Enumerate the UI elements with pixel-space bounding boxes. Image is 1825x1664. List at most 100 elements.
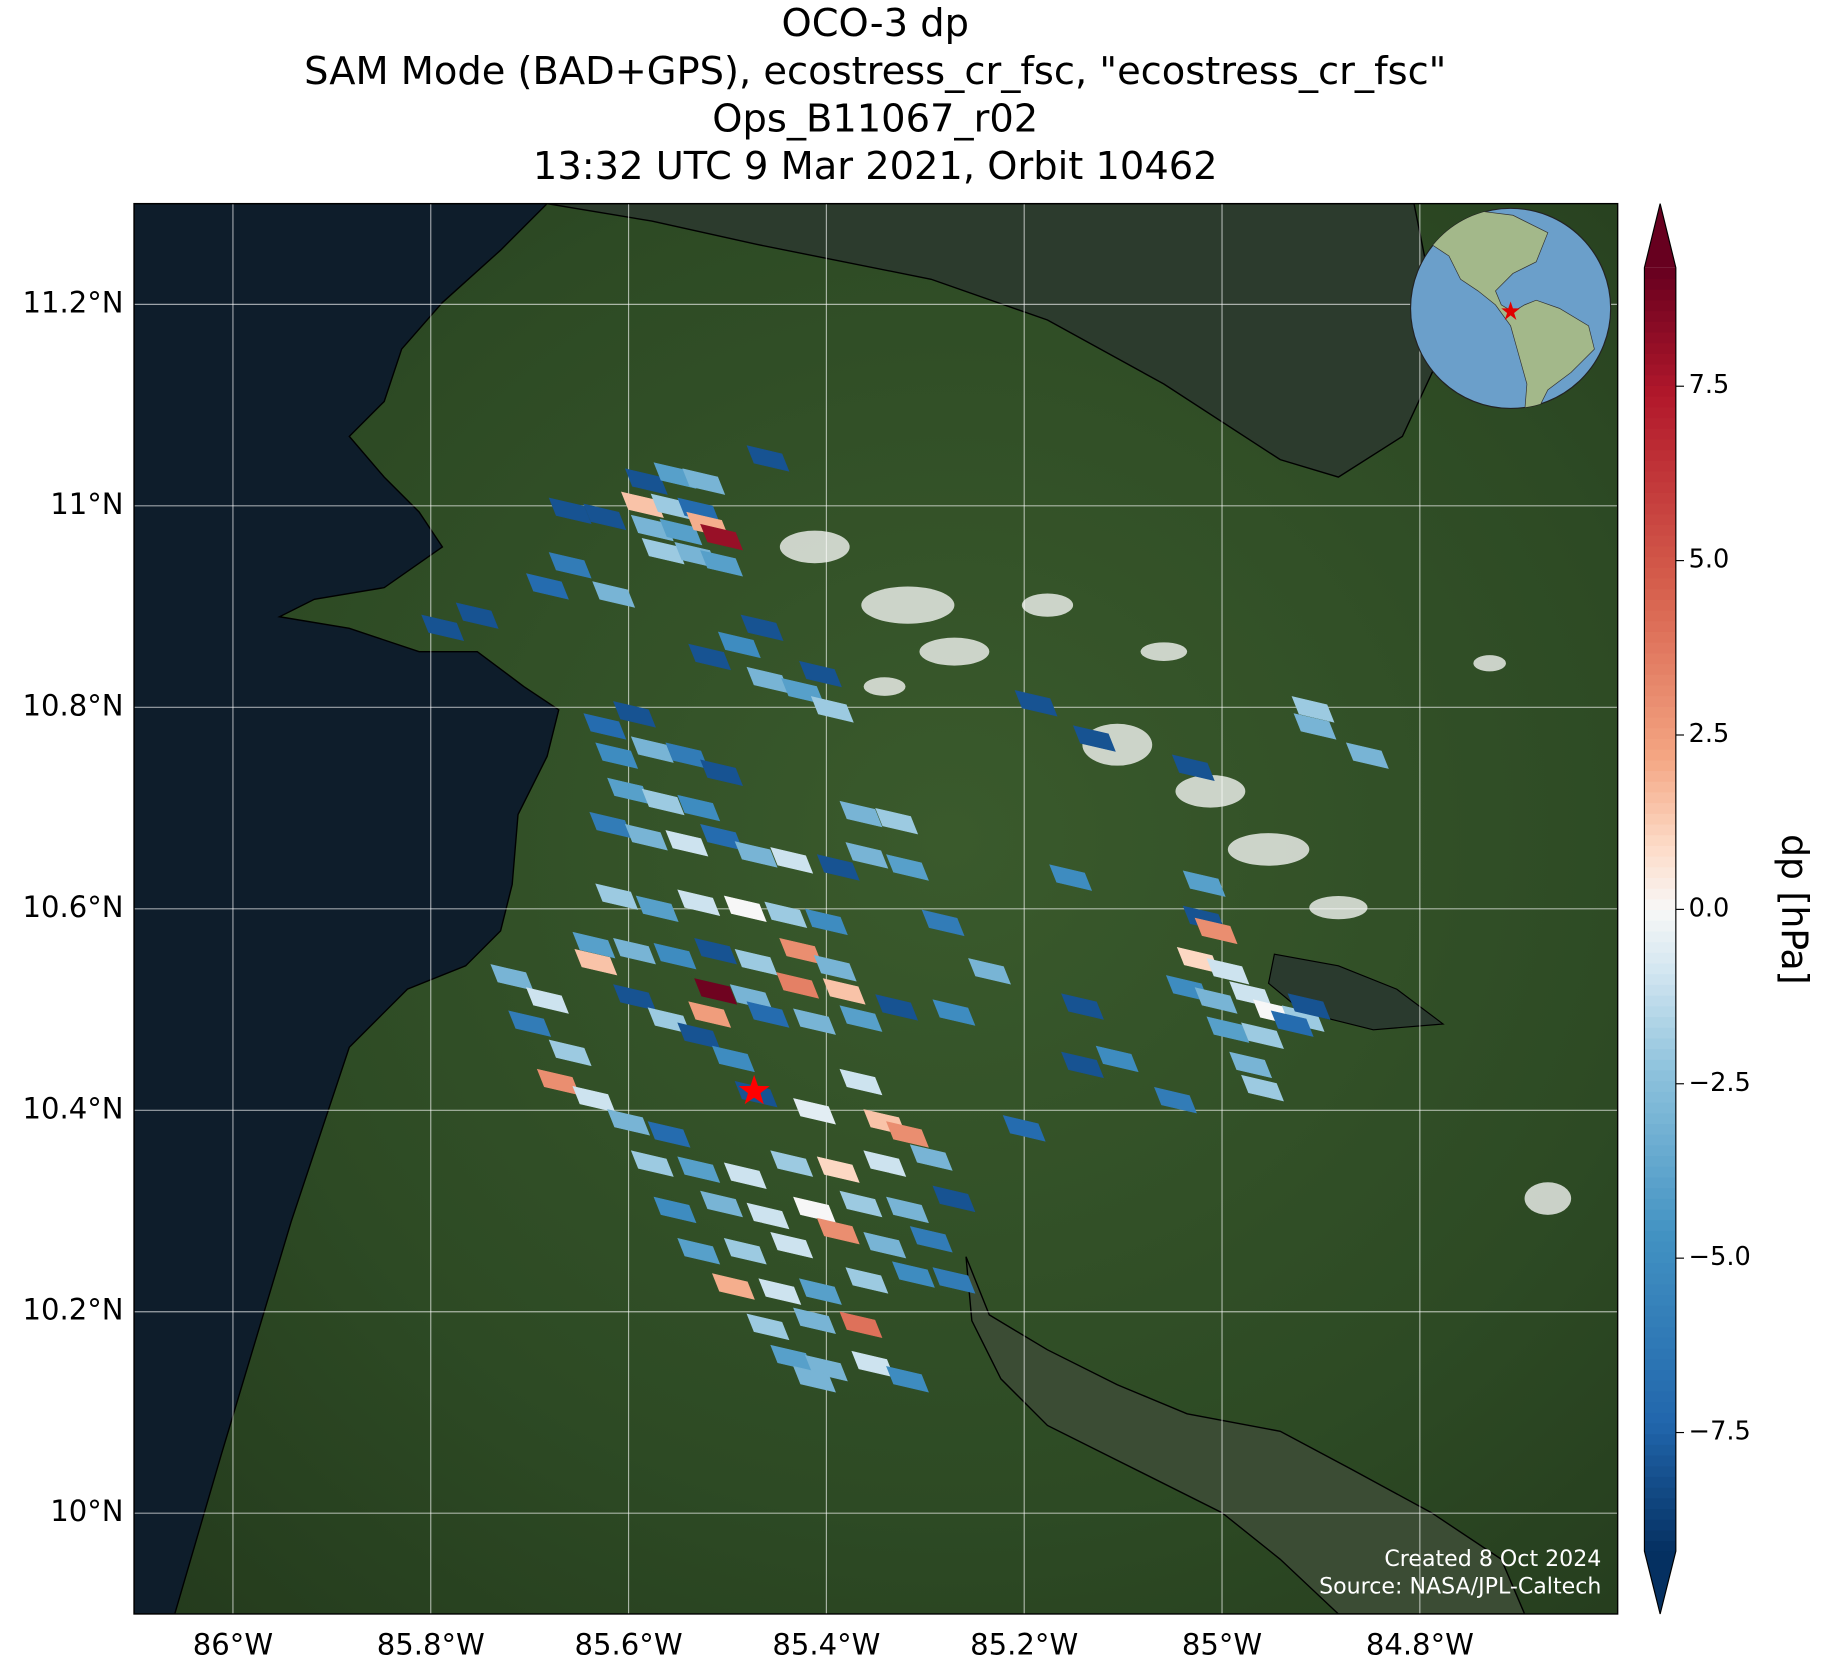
colorbar-segment: [1644, 973, 1676, 985]
colorbar-segment: [1644, 1069, 1676, 1082]
colorbar-tick-label: −7.5: [1689, 1417, 1751, 1447]
sounding: [779, 937, 823, 965]
sounding: [548, 1039, 592, 1067]
sounding: [813, 955, 857, 982]
title-line: 13:32 UTC 9 Mar 2021, Orbit 10462: [533, 144, 1218, 189]
grid: [134, 203, 1618, 1614]
x-tick-label: 85.2°W: [970, 1628, 1078, 1662]
sounding: [677, 794, 721, 822]
sounding: [1095, 1045, 1139, 1073]
sounding: [740, 614, 784, 641]
sounding: [583, 503, 627, 531]
sounding: [1270, 1010, 1314, 1037]
colorbar-segment: [1644, 866, 1676, 878]
colorbar-segment: [1644, 652, 1676, 665]
x-tick-label: 84.8°W: [1366, 1628, 1474, 1662]
sounding: [799, 1278, 842, 1305]
sounding: [1206, 1016, 1250, 1043]
colorbar-segment: [1644, 1219, 1676, 1231]
sounding: [845, 1267, 889, 1294]
colorbar-segment: [1644, 438, 1676, 451]
colorbar-segment: [1644, 823, 1676, 836]
colorbar-segment: [1644, 1240, 1676, 1253]
sounding: [746, 666, 790, 694]
sounding: [548, 552, 592, 579]
sounding: [875, 994, 919, 1021]
colorbar-segment: [1644, 727, 1676, 739]
sounding: [421, 614, 465, 641]
colorbar-segment: [1644, 460, 1676, 472]
colorbar-segment: [1644, 1519, 1676, 1531]
sounding: [677, 1022, 721, 1049]
colorbar-segment: [1644, 1486, 1676, 1499]
colorbar-segment: [1644, 898, 1676, 911]
sounding: [816, 854, 860, 881]
sounding: [1241, 1022, 1284, 1049]
sounding: [711, 1273, 755, 1300]
sounding: [455, 602, 499, 629]
x-tick-label: 86°W: [193, 1628, 273, 1662]
colorbar-segment: [1644, 1283, 1676, 1296]
sounding: [688, 1001, 732, 1028]
colorbar-segment: [1644, 663, 1676, 675]
soundings: [421, 445, 1389, 1393]
colorbar-segment: [1644, 535, 1676, 547]
sounding: [682, 468, 726, 495]
sounding: [583, 713, 627, 740]
sounding: [607, 1109, 650, 1136]
sounding: [572, 931, 616, 959]
title-line: SAM Mode (BAD+GPS), ecostress_cr_fsc, "e…: [304, 49, 1446, 94]
sounding: [816, 1217, 860, 1245]
sounding: [1002, 1115, 1046, 1142]
globe-star: [1501, 301, 1520, 320]
sounding: [526, 573, 569, 600]
colorbar-segment: [1644, 834, 1676, 846]
colorbar-segment: [1644, 1112, 1676, 1124]
colorbar-segment: [1644, 631, 1676, 643]
globe-inset: [1409, 207, 1612, 410]
colorbar-segment: [1644, 1305, 1676, 1317]
colorbar-segment: [1644, 1027, 1676, 1039]
sounding: [851, 1350, 895, 1378]
colorbar-segment: [1644, 428, 1676, 440]
title-line: Ops_B11067_r02: [712, 97, 1038, 142]
sounding: [816, 1156, 860, 1183]
sounding: [688, 643, 732, 671]
clouds: [779, 530, 1572, 1215]
credit: Created 8 Oct 2024: [1384, 1546, 1601, 1572]
sounding: [932, 1267, 976, 1294]
colorbar-segment: [1644, 406, 1676, 419]
colorbar-tick-label: 7.5: [1689, 370, 1730, 400]
colorbar-segment: [1644, 620, 1676, 632]
sounding: [886, 1121, 929, 1148]
colorbar-segment: [1644, 470, 1676, 483]
colorbar: −7.5 −5.0 −2.5 0.0 2.5 5.0 7.5 dp [hPa]: [1643, 203, 1815, 1615]
colorbar-segment: [1644, 449, 1676, 461]
sounding: [932, 999, 976, 1026]
sounding: [526, 987, 569, 1014]
sounding: [1345, 742, 1389, 769]
sounding: [909, 1144, 953, 1171]
colorbar-segment: [1644, 353, 1676, 365]
colorbar-tick-label: −5.0: [1689, 1242, 1751, 1272]
sounding: [1291, 696, 1335, 723]
plot-frame: [133, 202, 1619, 1615]
colorbar-segment: [1644, 1433, 1676, 1445]
sounding: [595, 883, 639, 910]
target-star: [738, 1074, 770, 1105]
colorbar-segment: [1644, 492, 1676, 504]
colorbar-segment: [1644, 1059, 1676, 1071]
colorbar-segment: [1644, 641, 1676, 654]
sounding: [1072, 725, 1116, 752]
sounding: [875, 807, 919, 835]
colorbar-segment: [1644, 845, 1676, 857]
sounding: [607, 777, 650, 805]
x-tick-label: 85.6°W: [575, 1628, 683, 1662]
sounding: [653, 942, 697, 970]
colorbar-segment: [1644, 1155, 1676, 1167]
sounding: [793, 1008, 836, 1035]
colorbar-segment: [1644, 481, 1676, 493]
colorbar-segment: [1644, 385, 1676, 397]
sounding: [677, 1156, 721, 1183]
